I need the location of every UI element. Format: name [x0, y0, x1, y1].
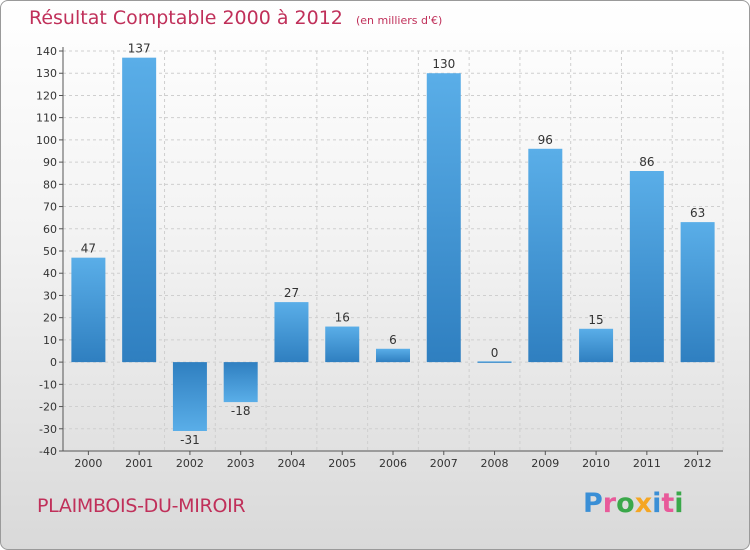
- bar: [629, 171, 664, 363]
- bar: [680, 222, 715, 363]
- chart-title-block: Résultat Comptable 2000 à 2012 (en milli…: [29, 7, 442, 29]
- y-tick-label: -10: [39, 378, 57, 391]
- x-tick-label: 2002: [176, 457, 204, 470]
- y-tick-label: 0: [50, 356, 57, 369]
- data-label: 63: [690, 206, 705, 220]
- bar: [579, 328, 614, 363]
- bar: [122, 57, 157, 363]
- labels: 47 137 -31 -18 27 16 6 130 0 96 15 86 63: [81, 42, 706, 447]
- y-tick-label: -20: [39, 401, 57, 414]
- data-label: 130: [432, 57, 455, 71]
- y-tick-label: 90: [43, 156, 57, 169]
- data-label: 6: [389, 333, 397, 347]
- data-label: 27: [284, 286, 299, 300]
- y-tick-label: 40: [43, 267, 57, 280]
- data-label: 16: [335, 311, 350, 325]
- bar: [71, 257, 106, 363]
- data-label: 0: [491, 346, 499, 360]
- y-tick-label: 10: [43, 334, 57, 347]
- y-tick-label: 120: [36, 89, 57, 102]
- x-tick-label: 2007: [430, 457, 458, 470]
- y-tick-label: -30: [39, 423, 57, 436]
- logo-letter: P: [583, 488, 603, 519]
- bar: [477, 361, 512, 363]
- data-label: 137: [128, 42, 151, 56]
- bar: [528, 148, 563, 363]
- x-tick-label: 2000: [74, 457, 102, 470]
- bar: [223, 362, 258, 403]
- y-tick-label: 140: [36, 45, 57, 58]
- x-tick-label: 2009: [531, 457, 559, 470]
- y-tick-label: 20: [43, 312, 57, 325]
- x-tick-label: 2003: [227, 457, 255, 470]
- y-tick-label: 30: [43, 289, 57, 302]
- bar: [274, 302, 309, 363]
- bar: [172, 362, 207, 431]
- logo-letter: x: [634, 488, 653, 519]
- y-tick-label: 130: [36, 67, 57, 80]
- axes: -40-30-20-100102030405060708090100110120…: [36, 45, 723, 470]
- x-tick-label: 2011: [633, 457, 661, 470]
- x-tick-label: 2004: [277, 457, 305, 470]
- grid: [62, 50, 724, 452]
- y-tick-label: 100: [36, 134, 57, 147]
- chart-subtitle: (en milliers d'€): [355, 14, 443, 27]
- y-tick-label: 50: [43, 245, 57, 258]
- bars: [71, 57, 715, 431]
- logo-letter: t: [661, 488, 675, 519]
- commune-name: PLAIMBOIS-DU-MIROIR: [37, 495, 246, 517]
- x-tick-label: 2008: [481, 457, 509, 470]
- x-tick-label: 2005: [328, 457, 356, 470]
- logo-letter: r: [602, 488, 617, 519]
- bar: [376, 348, 410, 363]
- data-label: 15: [588, 313, 603, 327]
- proxiti-logo[interactable]: Proxiti: [583, 488, 684, 519]
- logo-letter: o: [616, 488, 635, 519]
- y-tick-label: -40: [39, 445, 57, 458]
- y-tick-label: 110: [36, 112, 57, 125]
- x-tick-label: 2006: [379, 457, 407, 470]
- logo-letter: i: [652, 488, 662, 519]
- logo-letter: i: [674, 488, 684, 519]
- y-tick-label: 80: [43, 178, 57, 191]
- data-label: 86: [639, 155, 654, 169]
- x-tick-label: 2012: [684, 457, 712, 470]
- data-label: -18: [231, 404, 251, 418]
- bar: [426, 73, 461, 363]
- chart-title: Résultat Comptable 2000 à 2012: [29, 7, 343, 29]
- data-label: -31: [180, 433, 200, 447]
- data-label: 96: [538, 133, 553, 147]
- bar: [325, 326, 360, 363]
- x-tick-label: 2010: [582, 457, 610, 470]
- y-tick-label: 70: [43, 201, 57, 214]
- x-tick-label: 2001: [125, 457, 153, 470]
- data-label: 47: [81, 242, 96, 256]
- y-tick-label: 60: [43, 223, 57, 236]
